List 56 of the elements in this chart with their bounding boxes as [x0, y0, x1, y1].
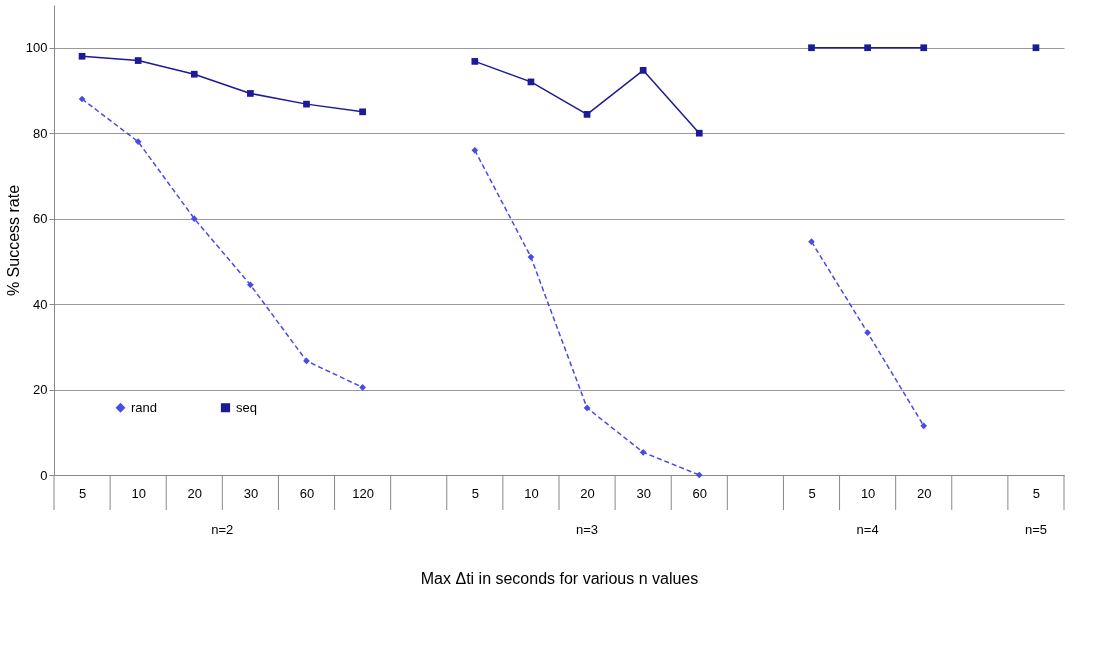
- x-tick-label: 60: [692, 485, 708, 501]
- point: [527, 253, 535, 261]
- x-tick-label: 10: [860, 485, 876, 501]
- x-tick-label: 5: [78, 485, 87, 501]
- point: [864, 329, 871, 337]
- point: [471, 58, 479, 65]
- point: [134, 57, 142, 64]
- x-tick-label: 20: [580, 485, 595, 501]
- text: n=4: [856, 522, 879, 537]
- x-tick-label: 120: [352, 485, 374, 501]
- point: [864, 44, 871, 52]
- x-tick-label: 10: [131, 485, 146, 501]
- legend-label: seq: [236, 399, 257, 415]
- point: [247, 281, 254, 289]
- y-axis-title: % Success rate: [4, 184, 22, 297]
- point: [639, 449, 647, 456]
- point: [583, 111, 591, 118]
- point: [303, 100, 310, 108]
- x-tick-label: 30: [243, 485, 259, 501]
- x-axis-title: Max Δti in seconds for various n values: [420, 569, 699, 587]
- y-tick-label: 40: [33, 296, 48, 312]
- point: [808, 44, 815, 52]
- text: n=3: [576, 522, 599, 537]
- legend-label: rand: [131, 399, 158, 415]
- x-tick-label: 60: [299, 485, 315, 501]
- y-tick-label: 20: [33, 382, 48, 398]
- point: [471, 146, 479, 154]
- point: [920, 422, 928, 430]
- x-tick-label: 10: [524, 485, 539, 501]
- x-tick-label: 5: [471, 485, 479, 501]
- point: [920, 44, 928, 52]
- point: [359, 384, 366, 391]
- point: [583, 404, 591, 412]
- point: [190, 215, 198, 222]
- point: [1032, 44, 1040, 52]
- point: [247, 90, 254, 97]
- x-tick-label: 5: [1032, 485, 1041, 501]
- point: [808, 238, 815, 246]
- y-tick-label: 100: [25, 40, 48, 56]
- x-tick-label: 20: [916, 485, 932, 501]
- text: n=5: [1024, 522, 1047, 537]
- point: [359, 108, 366, 116]
- point: [190, 70, 198, 78]
- x-tick-label: 20: [187, 485, 203, 501]
- x-tick-label: 30: [636, 485, 651, 501]
- text: n=2: [211, 522, 234, 537]
- point: [639, 67, 647, 74]
- y-tick-label: 0: [40, 467, 48, 483]
- x-tick-label: 5: [808, 485, 816, 501]
- point: [695, 471, 703, 479]
- point: [695, 129, 703, 137]
- point: [134, 138, 142, 146]
- y-tick-label: 80: [33, 125, 48, 141]
- point: [78, 95, 86, 103]
- y-tick-label: 60: [33, 211, 48, 227]
- point: [78, 52, 86, 60]
